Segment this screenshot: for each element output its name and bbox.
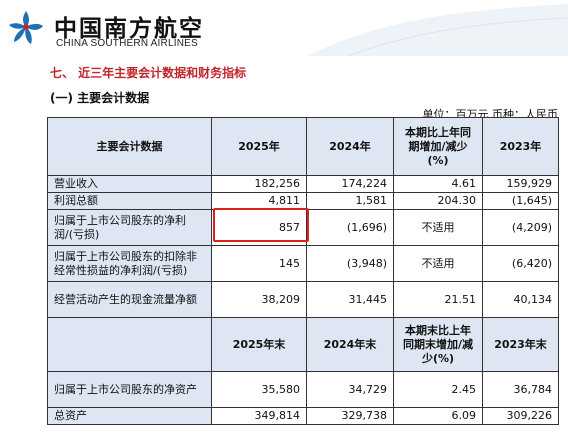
value-change: 204.30 (393, 192, 483, 210)
value-2025: 4,811 (211, 192, 307, 210)
value-change: 2.45 (393, 371, 483, 408)
value-2023: (4,209) (482, 209, 559, 246)
header-cell: 2023年 (482, 117, 559, 176)
logo-english-text: CHINA SOUTHERN AIRLINES (56, 38, 198, 49)
header-background-graphic (308, 4, 568, 56)
value-2023: 159,929 (482, 175, 559, 193)
table-header-row: 主要会计数据 2025年 2024年 本期比上年同期增加/减少(%) 2023年 (47, 117, 559, 176)
value-2023: 40,134 (482, 281, 559, 318)
value-2023: 309,226 (482, 407, 559, 425)
value-2025: 145 (211, 245, 307, 282)
header-cell: 2024年 (306, 117, 394, 176)
value-change: 6.09 (393, 407, 483, 425)
section-title: 七、 近三年主要会计数据和财务指标 (50, 66, 247, 80)
value-2024: 329,738 (306, 407, 394, 425)
table-row: 经营活动产生的现金流量净额 38,209 31,445 21.51 40,134 (47, 281, 559, 318)
row-label: 归属于上市公司股东的净资产 (47, 371, 212, 408)
value-change: 不适用 (393, 245, 483, 282)
table-subheader-row: 2025年末 2024年末 本期末比上年同期末增加/减少(%) 2023年末 (47, 317, 559, 372)
header-cell: 2023年末 (482, 317, 559, 372)
value-change: 4.61 (393, 175, 483, 193)
kapok-flower-logo-icon (9, 11, 43, 44)
table-row: 利润总额 4,811 1,581 204.30 (1,645) (47, 192, 559, 210)
row-label: 归属于上市公司股东的扣除非经常性损益的净利润/(亏损) (47, 245, 212, 282)
header-cell: 2025年末 (211, 317, 307, 372)
value-2023: 36,784 (482, 371, 559, 408)
header-cell: 本期末比上年同期末增加/减少(%) (393, 317, 483, 372)
value-2025: 182,256 (211, 175, 307, 193)
value-2023: (1,645) (482, 192, 559, 210)
header-cell: 主要会计数据 (47, 117, 212, 176)
row-label: 归属于上市公司股东的净利润/(亏损) (47, 209, 212, 246)
row-label: 利润总额 (47, 192, 212, 210)
value-2025: 35,580 (211, 371, 307, 408)
value-change: 不适用 (393, 209, 483, 246)
row-label: 营业收入 (47, 175, 212, 193)
table-row: 归属于上市公司股东的净利润/(亏损) 857 (1,696) 不适用 (4,20… (47, 209, 559, 246)
page-header: 中国南方航空 CHINA SOUTHERN AIRLINES (0, 0, 568, 56)
table-row: 总资产 349,814 329,738 6.09 309,226 (47, 407, 559, 425)
value-change: 21.51 (393, 281, 483, 318)
value-2024: 34,729 (306, 371, 394, 408)
accounting-data-table: 主要会计数据 2025年 2024年 本期比上年同期增加/减少(%) 2023年… (47, 117, 559, 425)
subsection-title: (一) 主要会计数据 (50, 91, 150, 105)
header-cell (47, 317, 212, 372)
table-row: 归属于上市公司股东的净资产 35,580 34,729 2.45 36,784 (47, 371, 559, 408)
header-cell: 2025年 (211, 117, 307, 176)
value-2023: (6,420) (482, 245, 559, 282)
row-label: 经营活动产生的现金流量净额 (47, 281, 212, 318)
value-2025: 38,209 (211, 281, 307, 318)
value-2024: 174,224 (306, 175, 394, 193)
header-cell: 本期比上年同期增加/减少(%) (393, 117, 483, 176)
logo-chinese-text: 中国南方航空 (54, 16, 204, 42)
value-2024: (3,948) (306, 245, 394, 282)
header-cell: 2024年末 (306, 317, 394, 372)
value-2024: 31,445 (306, 281, 394, 318)
row-label: 总资产 (47, 407, 212, 425)
table-row: 归属于上市公司股东的扣除非经常性损益的净利润/(亏损) 145 (3,948) … (47, 245, 559, 282)
value-2025: 349,814 (211, 407, 307, 425)
value-2024: (1,696) (306, 209, 394, 246)
value-2024: 1,581 (306, 192, 394, 210)
table-row: 营业收入 182,256 174,224 4.61 159,929 (47, 175, 559, 193)
highlight-box (213, 208, 309, 242)
